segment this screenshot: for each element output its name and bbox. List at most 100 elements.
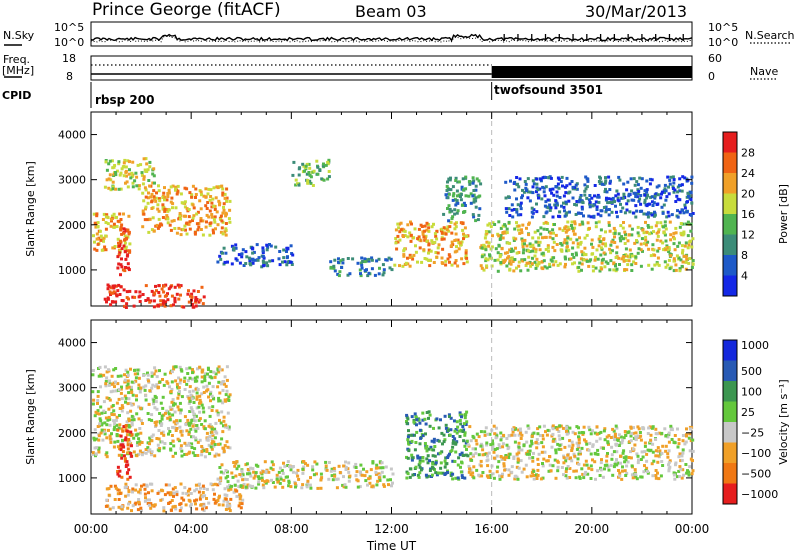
echo-cell: [464, 194, 468, 198]
echo-cell: [184, 222, 188, 226]
echo-cell: [513, 258, 517, 261]
echo-cell: [517, 428, 521, 432]
echo-cell: [501, 236, 505, 240]
echo-cell: [199, 486, 202, 490]
y-tick-label: 2000: [58, 219, 86, 232]
echo-cell: [179, 378, 183, 382]
echo-cell: [305, 162, 309, 166]
echo-cell: [455, 211, 459, 215]
echo-cell: [305, 483, 309, 487]
echo-cell: [431, 462, 435, 466]
echo-cell: [374, 472, 378, 476]
echo-cell: [185, 429, 189, 433]
echo-cell: [226, 445, 230, 449]
echo-cell: [682, 254, 686, 258]
echo-cell: [644, 220, 647, 224]
echo-cell: [154, 369, 158, 373]
echo-cell: [191, 435, 195, 439]
echo-cell: [651, 474, 655, 478]
echo-cell: [107, 493, 111, 497]
echo-cell: [283, 464, 287, 468]
echo-cell: [301, 483, 305, 487]
echo-cell: [212, 370, 216, 374]
x-axis-label: Time UT: [366, 539, 417, 553]
echo-cell: [116, 237, 120, 241]
echo-cell: [198, 410, 202, 414]
echo-cell: [542, 253, 546, 257]
echo-cell: [224, 233, 228, 237]
echo-cell: [634, 192, 638, 196]
colorbar-swatch: [723, 214, 737, 235]
echo-cell: [126, 411, 130, 415]
echo-cell: [573, 432, 577, 436]
echo-cell: [629, 450, 632, 454]
echo-cell: [621, 451, 625, 455]
echo-cell: [404, 261, 408, 265]
echo-cell: [544, 200, 548, 204]
echo-cell: [636, 434, 640, 438]
echo-cell: [146, 297, 150, 301]
echo-cell: [151, 383, 155, 387]
echo-cell: [186, 372, 190, 375]
echo-cell: [483, 452, 487, 456]
echo-cell: [155, 437, 159, 440]
echo-cell: [685, 210, 689, 214]
echo-cell: [394, 241, 398, 245]
echo-cell: [418, 442, 422, 446]
echo-cell: [637, 234, 641, 238]
echo-cell: [147, 491, 150, 495]
echo-cell: [137, 498, 141, 501]
echo-cell: [551, 427, 555, 431]
echo-cell: [576, 444, 580, 448]
echo-cell: [112, 165, 116, 169]
echo-cell: [115, 415, 119, 419]
echo-cell: [329, 265, 333, 269]
echo-cell: [488, 222, 492, 226]
echo-cell: [588, 194, 592, 197]
echo-cell: [545, 266, 549, 270]
echo-cell: [304, 164, 308, 168]
echo-cell: [627, 192, 631, 196]
echo-cell: [135, 412, 139, 416]
echo-cell: [531, 185, 535, 189]
echo-cell: [375, 259, 379, 263]
echo-cell: [134, 376, 138, 380]
echo-cell: [540, 252, 544, 256]
echo-cell: [194, 300, 198, 304]
echo-cell: [642, 470, 646, 474]
echo-cell: [216, 411, 220, 415]
echo-cell: [541, 185, 545, 189]
colorbar-tick-label: 28: [741, 147, 755, 160]
echo-cell: [517, 451, 521, 455]
echo-cell: [691, 459, 694, 462]
echo-cell: [222, 419, 226, 423]
echo-cell: [612, 450, 616, 454]
echo-cell: [187, 222, 191, 226]
echo-cell: [282, 248, 286, 252]
echo-cell: [197, 418, 201, 422]
echo-cell: [114, 418, 118, 422]
echo-cell: [556, 263, 560, 267]
echo-cell: [527, 261, 531, 265]
echo-cell: [175, 490, 179, 494]
echo-cell: [484, 259, 488, 263]
echo-cell: [577, 452, 581, 456]
echo-cell: [497, 243, 501, 247]
echo-cell: [473, 447, 477, 451]
echo-cell: [535, 182, 539, 186]
echo-cell: [525, 440, 529, 444]
echo-cell: [571, 262, 574, 266]
echo-cell: [457, 180, 461, 184]
echo-cell: [359, 463, 363, 467]
echo-cell: [193, 232, 197, 236]
echo-cell: [663, 187, 667, 191]
echo-cell: [654, 469, 658, 472]
echo-cell: [170, 196, 174, 200]
echo-cell: [539, 226, 543, 230]
echo-cell: [206, 201, 210, 204]
echo-cell: [581, 472, 585, 476]
echo-cell: [329, 469, 333, 473]
echo-cell: [521, 242, 525, 246]
y-tick-label: 4000: [58, 337, 86, 350]
echo-cell: [686, 191, 690, 195]
